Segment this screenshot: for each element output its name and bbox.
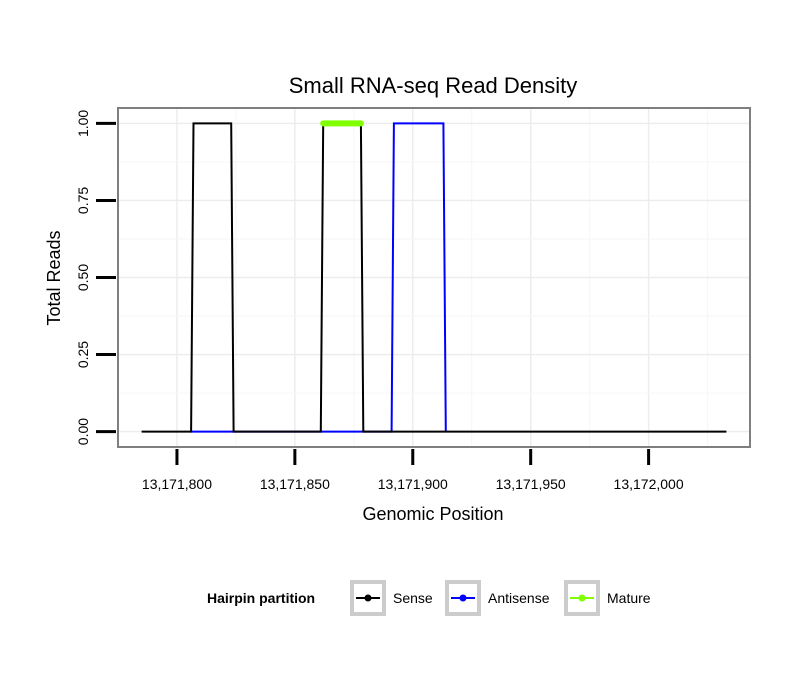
y-tick-label: 1.00 <box>75 110 91 137</box>
legend-label-mature: Mature <box>607 590 651 606</box>
x-axis-title: Genomic Position <box>362 504 503 524</box>
legend-items: Sense Antisense Mature <box>350 580 651 616</box>
y-tick-label: 0.50 <box>75 264 91 291</box>
x-tick-label: 13,171,850 <box>260 476 330 492</box>
x-axis: 13,171,800 13,171,850 13,171,900 13,171,950… <box>142 449 684 492</box>
y-tick-label: 0.00 <box>75 418 91 445</box>
legend-key-marker <box>578 594 586 602</box>
y-tick-label: 0.25 <box>75 341 91 368</box>
y-axis-title: Total Reads <box>44 230 64 325</box>
grid <box>117 108 750 447</box>
x-tick-label: 13,172,000 <box>614 476 684 492</box>
legend-key-marker <box>364 594 372 602</box>
legend-key-marker <box>459 594 467 602</box>
legend-title: Hairpin partition <box>207 590 315 606</box>
legend: Hairpin partition Sense Antisense Mature <box>207 580 651 616</box>
series-layer <box>141 120 727 433</box>
y-axis: 0.00 0.25 0.50 0.75 1.00 <box>75 110 116 445</box>
y-tick-label: 0.75 <box>75 187 91 214</box>
series-sense-line <box>141 122 727 433</box>
legend-label-antisense: Antisense <box>488 590 550 606</box>
x-tick-label: 13,171,950 <box>496 476 566 492</box>
x-tick-label: 13,171,800 <box>142 476 212 492</box>
x-tick-label: 13,171,900 <box>378 476 448 492</box>
chart-title: Small RNA-seq Read Density <box>289 73 578 98</box>
plot-panel-border <box>117 107 751 448</box>
legend-label-sense: Sense <box>393 590 433 606</box>
